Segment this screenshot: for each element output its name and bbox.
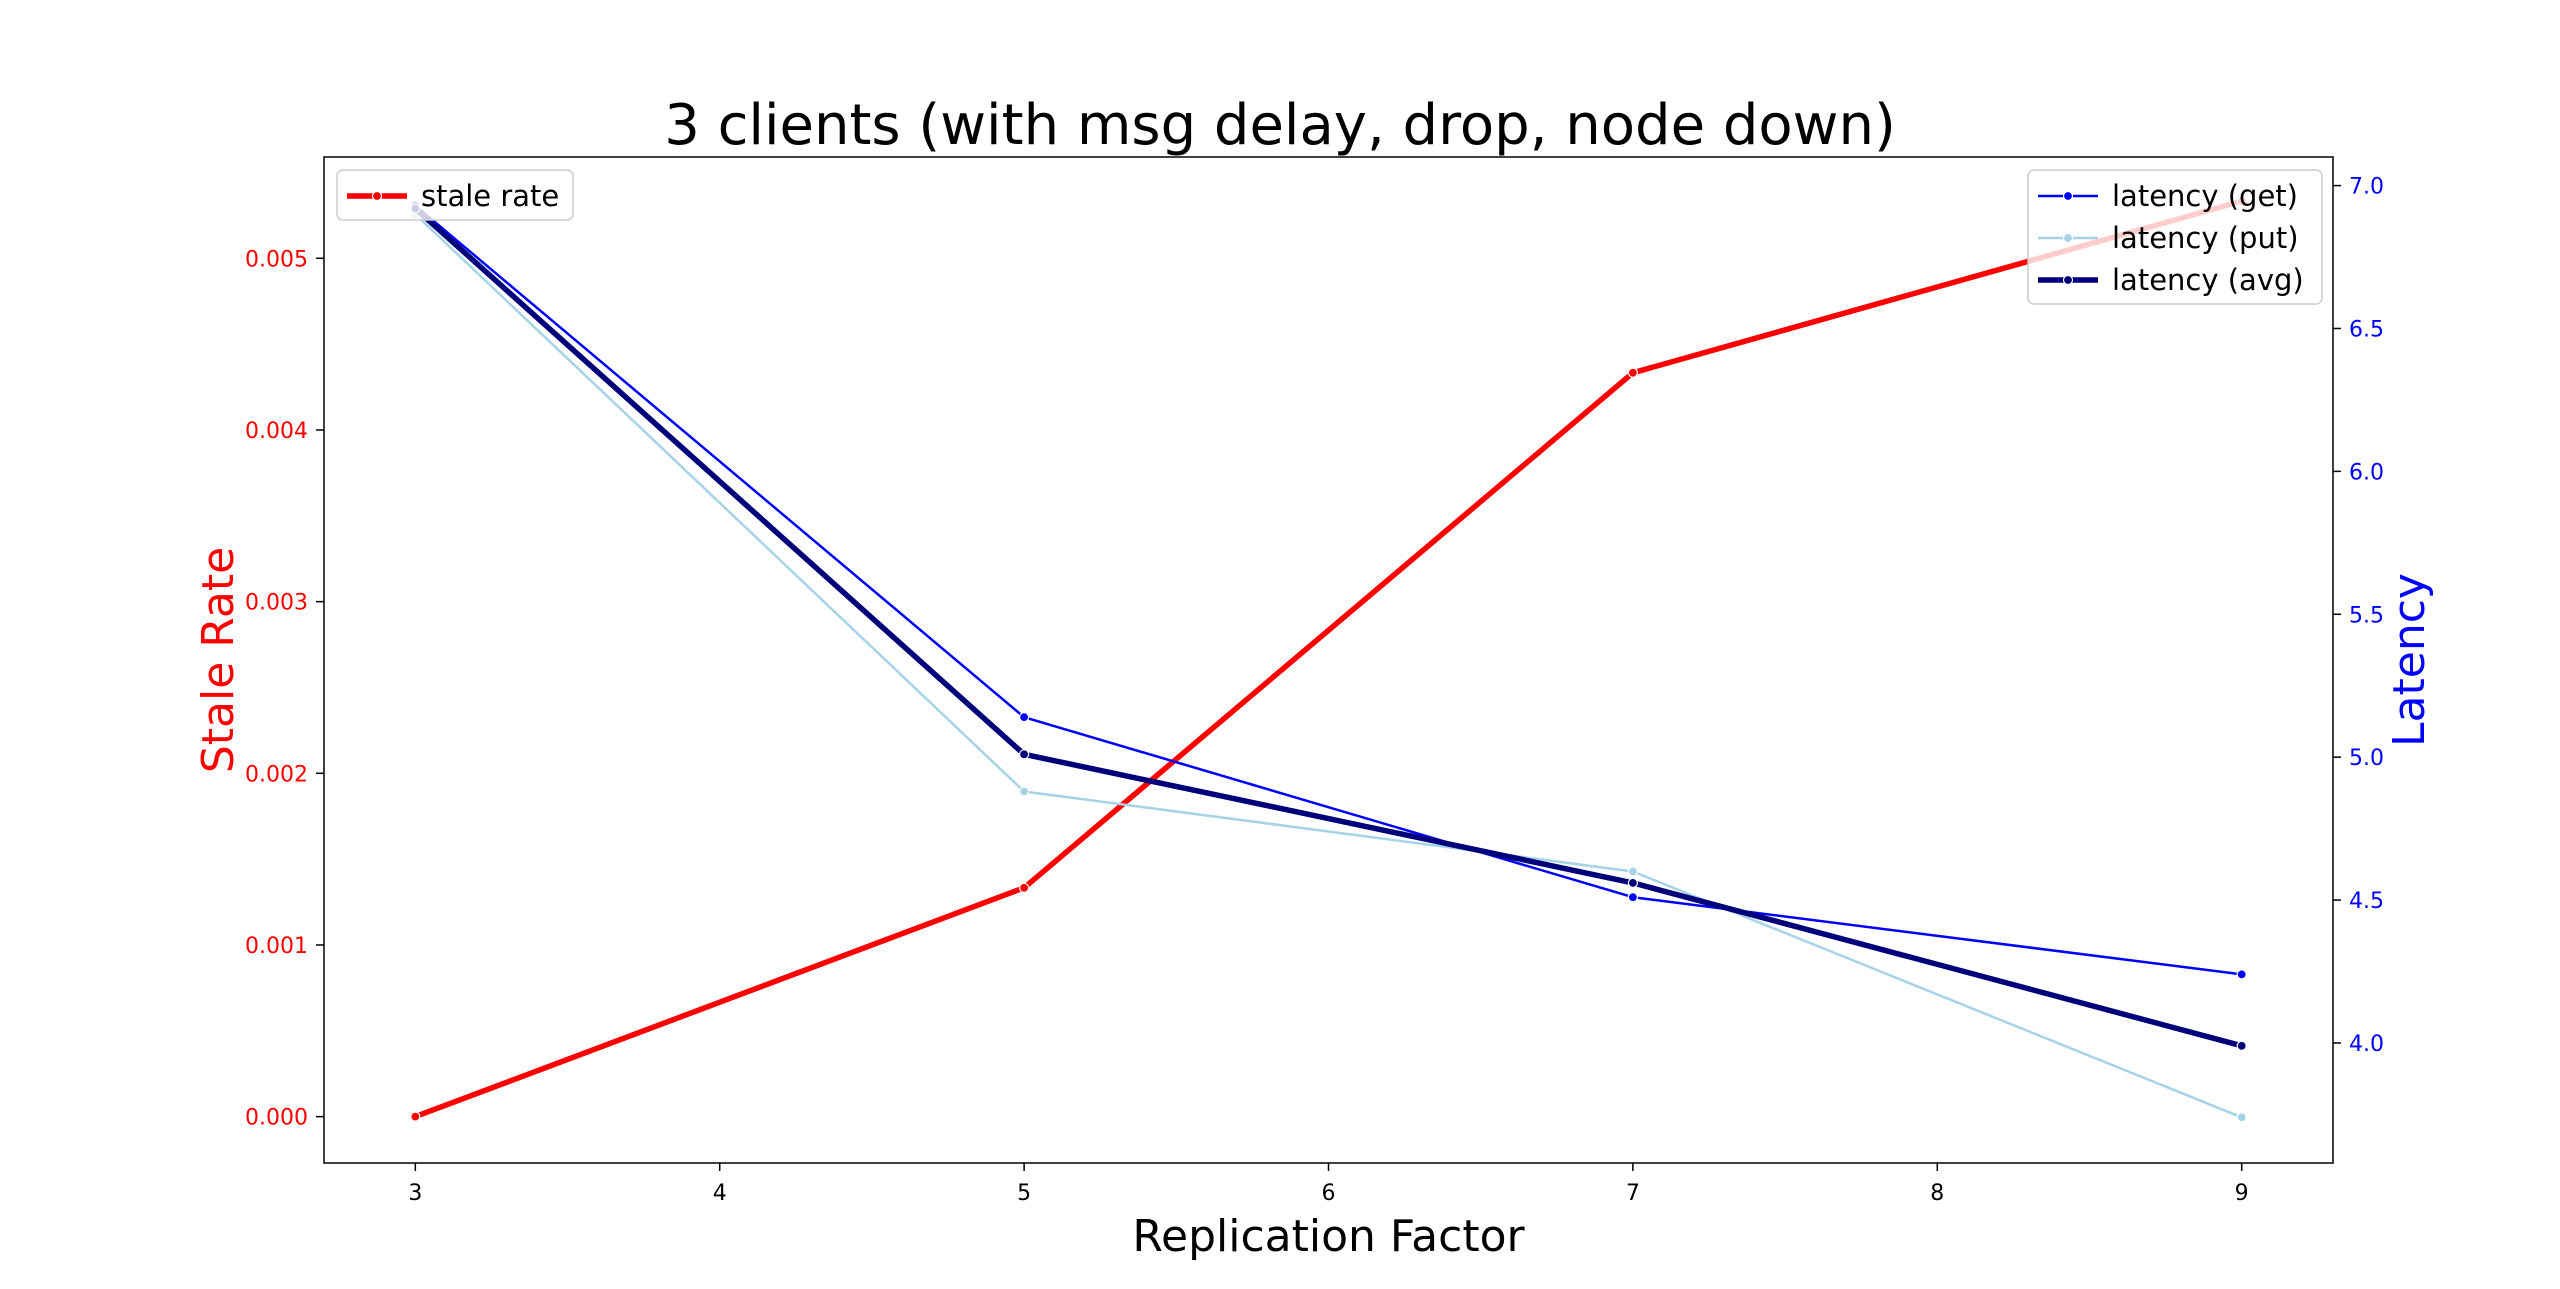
legend-swatch-marker (2062, 274, 2074, 286)
axes-layer: 3 4 5 6 7 8 9 0.000 0.001 0.002 0.003 0.004 0.005 4.0… (245, 175, 2384, 1206)
x-tick-label: 3 (408, 1181, 422, 1206)
data-point-latency-get (1019, 712, 1030, 723)
right-tick-label: 4.0 (2349, 1032, 2384, 1057)
x-tick-label: 4 (713, 1181, 727, 1206)
left-tick-label: 0.001 (245, 934, 308, 959)
right-axis-label: Latency (2384, 573, 2435, 747)
legend-stale-rate: stale rate (336, 169, 574, 221)
left-tick-label: 0.000 (245, 1106, 308, 1131)
data-point-latency-avg (1019, 749, 1030, 760)
legend-swatch-marker (371, 190, 383, 202)
legend-label: latency (avg) (2112, 263, 2304, 297)
legend-box (336, 169, 574, 221)
right-tick-label: 6.0 (2349, 460, 2384, 485)
data-point-stale-rate (410, 1111, 421, 1122)
legend-label: stale rate (421, 179, 559, 213)
series-line-latency-put (414, 213, 2243, 1119)
x-tick-label: 5 (1017, 1181, 1031, 1206)
chart-title: 3 clients (with msg delay, drop, node do… (664, 93, 1896, 158)
series-line-latency-get (414, 204, 2242, 976)
left-tick-label: 0.004 (245, 419, 308, 444)
left-axis-label: Stale Rate (193, 547, 244, 773)
x-tick-label: 7 (1626, 1181, 1640, 1206)
series-layer (410, 196, 2247, 1123)
legend-latency: latency (get) latency (put) latency (avg) (2027, 169, 2323, 305)
right-tick-label: 5.0 (2349, 746, 2384, 771)
data-point-latency-put (2236, 1112, 2247, 1123)
x-axis-label: Replication Factor (1132, 1211, 1525, 1262)
right-tick-label: 4.5 (2349, 889, 2384, 914)
legend-swatch-marker (2062, 232, 2074, 244)
right-tick-label: 7.0 (2349, 175, 2384, 200)
data-point-latency-put (1627, 866, 1638, 877)
left-tick-label: 0.005 (245, 247, 308, 272)
left-tick-label: 0.003 (245, 591, 308, 616)
legend-box (2027, 169, 2323, 305)
x-tick-label: 9 (2235, 1181, 2249, 1206)
x-tick-label: 8 (1930, 1181, 1944, 1206)
data-point-latency-avg (2236, 1040, 2247, 1051)
legend-label: latency (get) (2112, 179, 2298, 213)
series-line-latency-avg (413, 206, 2243, 1049)
left-tick-label: 0.002 (245, 762, 308, 787)
data-point-latency-avg (1627, 877, 1638, 889)
series-line-stale-rate (414, 198, 2243, 1120)
data-point-latency-get (1627, 892, 1638, 903)
right-tick-label: 5.5 (2349, 603, 2384, 628)
data-point-latency-get (2236, 969, 2247, 980)
legend-swatch-marker (2062, 190, 2074, 202)
x-tick-label: 6 (1322, 1181, 1336, 1206)
data-point-latency-put (1019, 786, 1030, 797)
right-tick-label: 6.5 (2349, 317, 2384, 342)
legend-label: latency (put) (2112, 221, 2299, 255)
data-point-stale-rate (1627, 367, 1638, 378)
data-point-stale-rate (1019, 882, 1030, 893)
